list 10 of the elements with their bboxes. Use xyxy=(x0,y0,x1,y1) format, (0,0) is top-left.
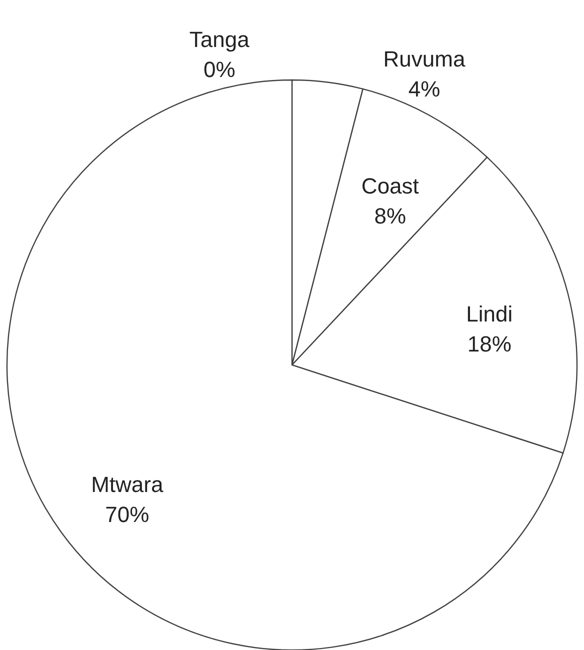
slice-label: Coast xyxy=(361,173,419,198)
slice-label: Mtwara xyxy=(91,472,164,497)
data-label: 8% xyxy=(374,203,406,228)
slice-label: Lindi xyxy=(466,301,513,326)
data-label: 18% xyxy=(467,331,512,356)
category-label: Tanga xyxy=(189,27,250,52)
data-label: 70% xyxy=(105,502,150,527)
text: 0% xyxy=(203,57,236,82)
slice-label: Ruvuma xyxy=(383,46,466,72)
data-label: 4% xyxy=(408,76,440,102)
